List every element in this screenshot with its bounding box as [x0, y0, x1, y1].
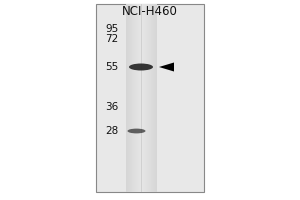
Bar: [152, 4, 153, 192]
Bar: [149, 4, 150, 192]
Bar: [130, 4, 131, 192]
Bar: [150, 4, 151, 192]
Bar: [142, 4, 144, 192]
Text: 28: 28: [105, 126, 119, 136]
Bar: [144, 4, 145, 192]
Bar: [147, 4, 148, 192]
Bar: [154, 4, 155, 192]
Bar: [135, 4, 136, 192]
Ellipse shape: [128, 129, 146, 133]
Bar: [155, 4, 156, 192]
Bar: [126, 4, 127, 192]
Bar: [140, 4, 142, 192]
Bar: [145, 4, 146, 192]
Bar: [96, 4, 204, 192]
Text: 72: 72: [105, 34, 119, 44]
Bar: [137, 4, 138, 192]
Bar: [128, 4, 129, 192]
Bar: [134, 4, 135, 192]
Polygon shape: [159, 62, 174, 72]
Bar: [148, 4, 149, 192]
Bar: [136, 4, 137, 192]
Bar: [131, 4, 132, 192]
Text: 95: 95: [105, 24, 119, 34]
Bar: [129, 4, 130, 192]
Bar: [126, 4, 156, 192]
Ellipse shape: [129, 64, 153, 71]
Bar: [127, 4, 128, 192]
Bar: [132, 4, 133, 192]
Bar: [146, 4, 147, 192]
Bar: [156, 4, 157, 192]
Bar: [133, 4, 134, 192]
Bar: [153, 4, 154, 192]
Text: NCI-H460: NCI-H460: [122, 5, 178, 18]
Text: 55: 55: [105, 62, 119, 72]
Bar: [138, 4, 140, 192]
Bar: [151, 4, 152, 192]
Text: 36: 36: [105, 102, 119, 112]
